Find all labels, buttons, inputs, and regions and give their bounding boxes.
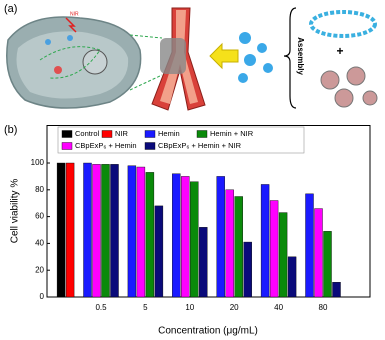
bar (260, 184, 270, 298)
bar (154, 205, 164, 298)
legend-label: NIR (115, 129, 129, 138)
particle (45, 39, 51, 45)
x-tick-label: 10 (185, 303, 194, 312)
plus: + (336, 44, 343, 58)
connector (129, 34, 163, 39)
y-tick-label: 80 (35, 185, 44, 194)
molecule (362, 90, 378, 106)
legend-swatch (144, 142, 156, 150)
bar (110, 164, 119, 298)
y-tick-label: 0 (40, 292, 45, 301)
x-tick-label: 0.5 (95, 303, 107, 312)
nir-label: NIR (70, 11, 79, 17)
bar (305, 193, 314, 298)
bar (278, 212, 288, 298)
bar (190, 181, 199, 298)
bar (216, 176, 225, 298)
bar (314, 208, 323, 298)
legend-swatch (61, 130, 73, 138)
nanoparticle (239, 32, 251, 44)
bar (136, 166, 146, 298)
bar (145, 172, 155, 298)
x-tick-label: 5 (143, 303, 148, 312)
bar (127, 165, 137, 298)
legend-swatch (101, 130, 113, 138)
y-tick-label: 100 (31, 158, 45, 167)
bar (323, 231, 332, 298)
illustration: NIR Assembly + (a) (4, 3, 378, 111)
legend-swatch (61, 142, 73, 150)
assembly-label: Assembly (296, 37, 305, 75)
bar (56, 162, 66, 298)
particle (54, 66, 62, 74)
x-tick-label: 80 (319, 303, 328, 312)
bar (101, 164, 110, 298)
bar (287, 256, 297, 298)
nanoparticle (257, 43, 267, 53)
bar (225, 189, 234, 298)
pathway (39, 46, 101, 79)
bar (83, 162, 92, 298)
arrow (209, 42, 239, 70)
legend-label: Control (75, 129, 100, 138)
nanoparticle (263, 63, 273, 73)
brace (283, 7, 297, 109)
bar (172, 173, 181, 298)
legend-label: CBpExP₆ + Hemin + NIR (158, 141, 242, 150)
organelle (82, 49, 108, 75)
bar (332, 282, 341, 298)
bar (65, 162, 75, 298)
x-tick-label: 40 (274, 303, 283, 312)
panel-label: (a) (4, 3, 17, 15)
legend-swatch (144, 130, 156, 138)
bar (181, 176, 190, 298)
bar (269, 200, 279, 298)
tumor (160, 38, 186, 74)
panel-label: (b) (4, 124, 17, 136)
legend-label: CBpExP₆ + Hemin (75, 141, 137, 150)
legend (57, 126, 305, 154)
bar (199, 227, 208, 298)
particle (67, 35, 73, 41)
nanoparticle (244, 54, 256, 66)
nir-beam (65, 17, 77, 33)
molecule (334, 88, 354, 108)
legend-label: Hemin + NIR (210, 129, 254, 138)
y-tick-label: 20 (35, 265, 44, 274)
y-tick-label: 60 (35, 212, 44, 221)
legend-swatch (196, 130, 208, 138)
x-axis-label: Concentration (μg/mL) (158, 326, 258, 337)
bar (243, 241, 252, 298)
bar (234, 196, 243, 298)
molecule (346, 66, 366, 86)
cell-inner (16, 31, 129, 99)
molecule (320, 70, 340, 90)
macrocycle (309, 10, 377, 38)
connector (129, 74, 163, 91)
bar (92, 164, 101, 298)
legend-label: Hemin (158, 129, 180, 138)
plot-frame (46, 125, 371, 298)
x-tick-label: 20 (230, 303, 239, 312)
y-tick-label: 40 (35, 239, 44, 248)
y-axis-label: Cell viability % (10, 179, 21, 244)
nanoparticle (238, 73, 248, 83)
